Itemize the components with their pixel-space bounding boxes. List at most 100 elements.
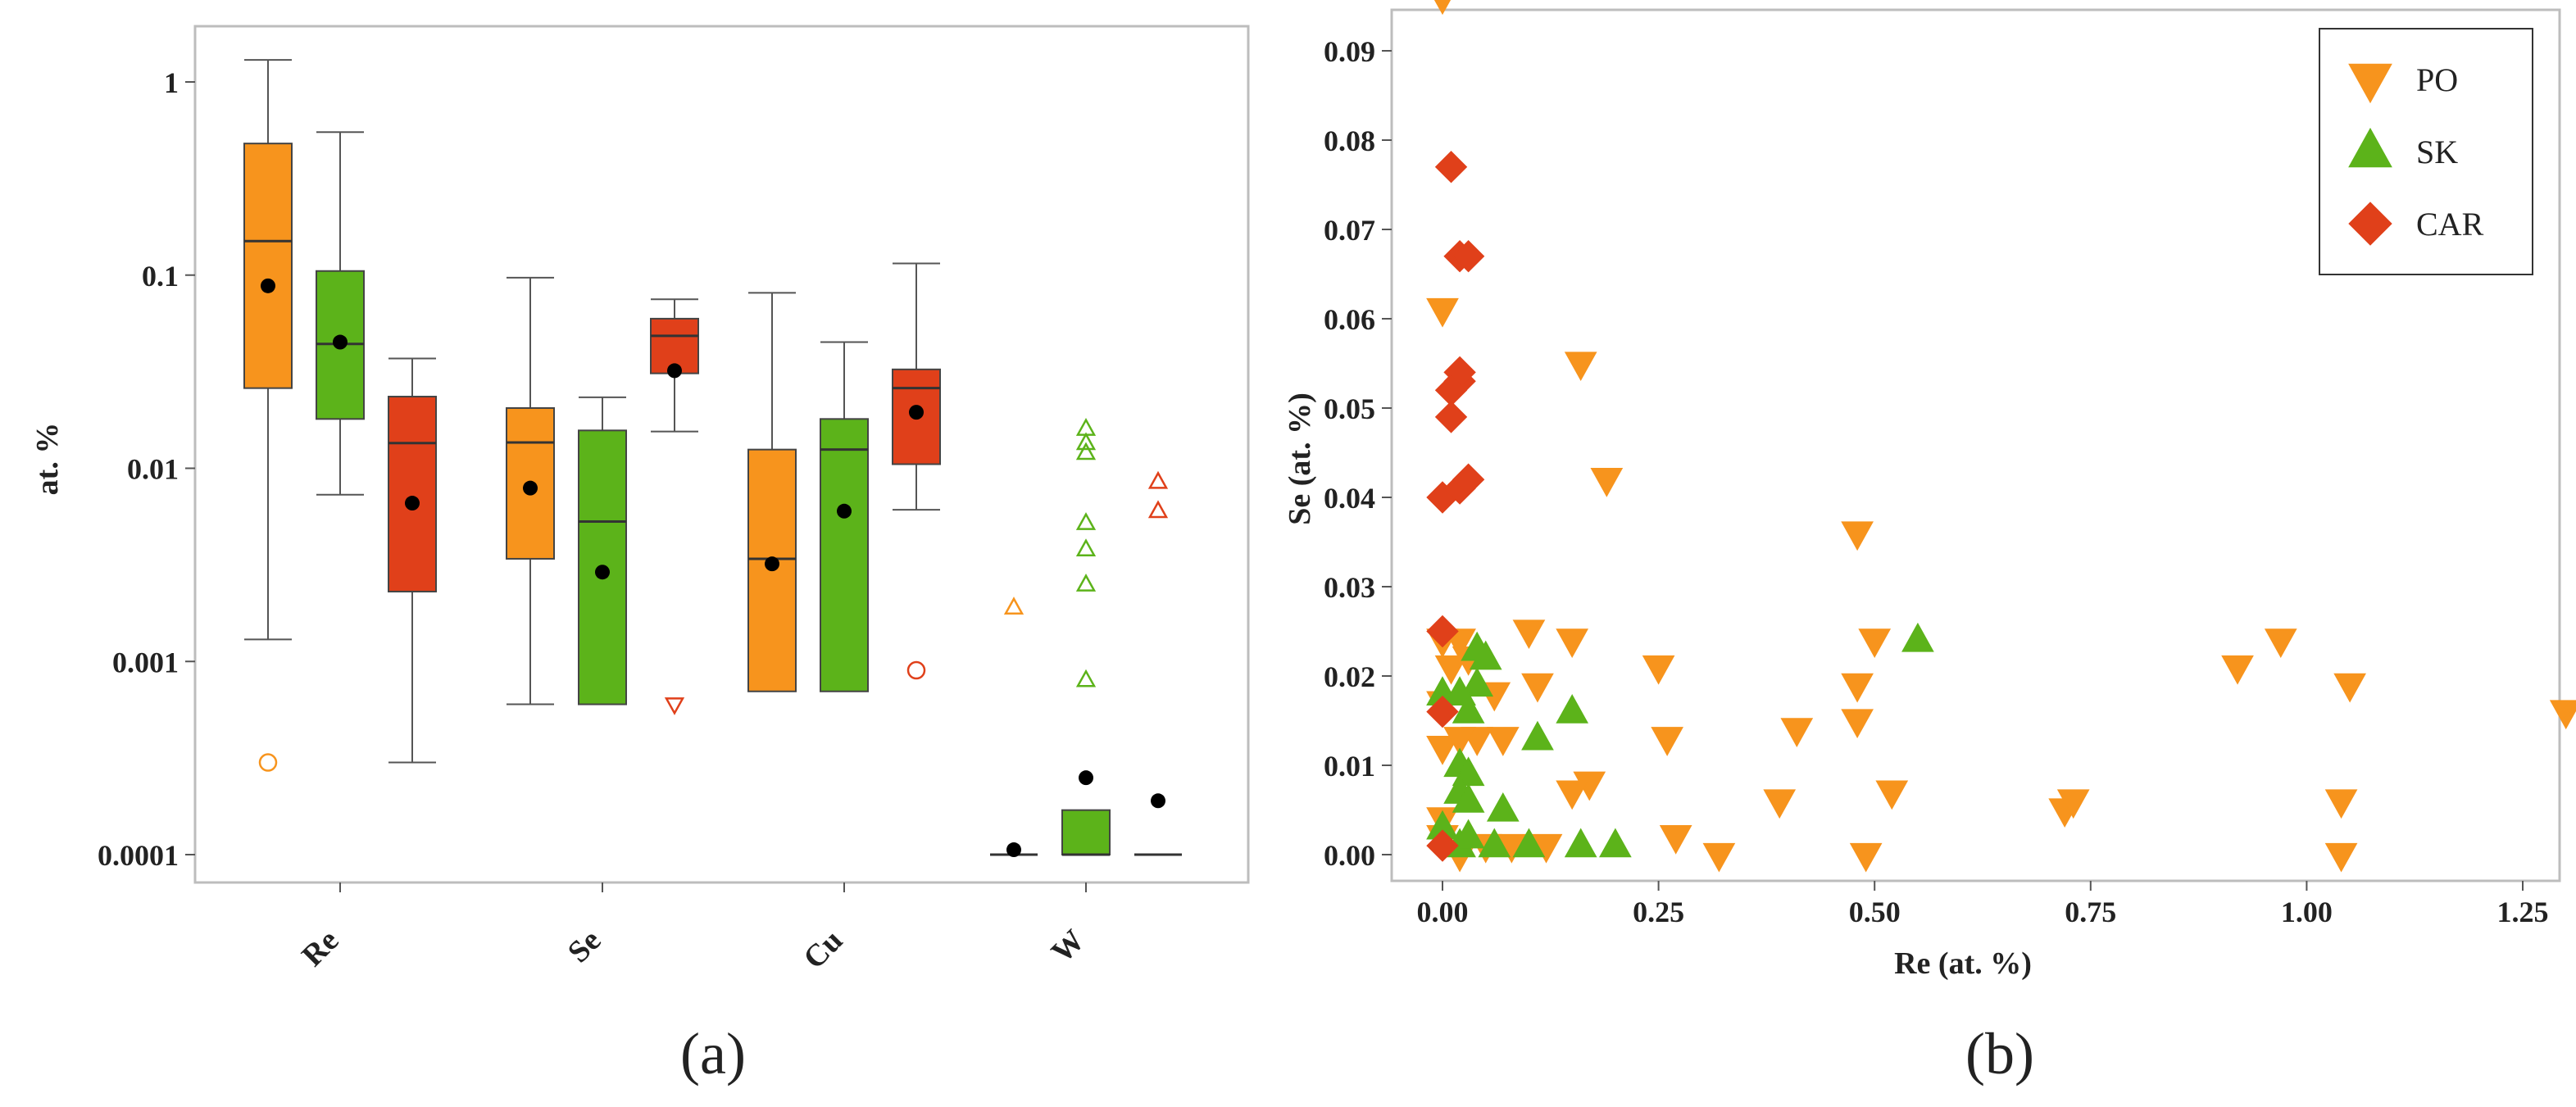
y-tick-label: 0.05	[1324, 392, 1375, 425]
point-sk	[1599, 828, 1632, 858]
y-tick-label: 0.06	[1324, 303, 1375, 336]
outlier-marker	[1147, 500, 1169, 519]
outlier-marker	[258, 753, 278, 772]
y-tick-label: 0.03	[1324, 571, 1375, 604]
x-tick-label: Se	[561, 923, 608, 970]
outlier-marker	[1075, 442, 1097, 460]
mean-dot	[667, 363, 682, 379]
point-po	[1780, 718, 1814, 747]
point-po	[1426, 297, 1459, 328]
y-tick-label: 0.08	[1324, 125, 1375, 157]
outlier-marker	[1075, 512, 1097, 530]
point-po	[2056, 789, 2090, 819]
mean-dot	[523, 480, 538, 496]
x-tick-label: 0.25	[1633, 896, 1684, 928]
legend-label-car: CAR	[2416, 206, 2484, 243]
point-car	[1426, 829, 1459, 862]
y-tick-label: 0.01	[1324, 750, 1375, 783]
outlier-marker	[906, 660, 926, 680]
point-sk	[1478, 828, 1511, 858]
outlier-marker	[1075, 432, 1097, 451]
outlier-marker	[1075, 574, 1097, 592]
outlier-marker	[1075, 669, 1097, 687]
point-po	[1556, 780, 1589, 810]
mean-dot	[837, 503, 852, 519]
box-w-sk	[1061, 809, 1111, 856]
point-po	[1564, 352, 1597, 382]
x-tick-label: 0.00	[1417, 896, 1469, 928]
outlier-marker	[1075, 418, 1097, 436]
x-tick-label: 1.25	[2497, 896, 2549, 928]
x-tick-label: Cu	[797, 923, 849, 976]
point-po	[1841, 521, 1874, 551]
mean-dot	[333, 334, 348, 350]
legend-label-po: PO	[2416, 61, 2458, 98]
y-tick-label: 0.07	[1324, 214, 1375, 247]
mean-dot	[765, 556, 779, 572]
point-po	[1590, 468, 1624, 497]
x-tick-label: 1.00	[2281, 896, 2333, 928]
point-po	[2549, 700, 2576, 730]
point-sk	[1521, 720, 1554, 751]
outlier-marker	[1075, 538, 1097, 557]
point-sk	[1469, 640, 1502, 670]
point-po	[1875, 780, 1909, 810]
point-car	[1434, 150, 1468, 184]
mean-dot	[595, 565, 610, 580]
scatter-plot: 0.00 0.01 0.02 0.03 0.04 0.05 0.06 0.07 0.08 0.09…	[1324, 0, 2576, 928]
outlier-marker	[1003, 597, 1024, 615]
mean-dot	[1151, 793, 1165, 809]
mean-dot	[1079, 770, 1093, 786]
point-sk	[1452, 694, 1485, 724]
box-re-po	[243, 143, 293, 389]
x-tick-label: W	[1045, 923, 1092, 970]
point-car	[1434, 401, 1468, 433]
box-cu-sk	[820, 418, 869, 692]
point-po	[1443, 727, 1476, 756]
point-sk	[1452, 819, 1485, 849]
outlier-marker	[664, 697, 685, 715]
y-tick-label: 1	[164, 66, 179, 99]
box-plot: 1 0.1 0.01 0.001 0.0001 Re Se Cu W	[98, 59, 1182, 976]
point-po	[1512, 619, 1546, 650]
point-car	[1452, 463, 1485, 496]
x-tick-label: 0.50	[1849, 896, 1901, 928]
point-po	[1659, 825, 1692, 855]
point-po	[1434, 655, 1468, 685]
point-po	[1841, 709, 1874, 739]
legend-marker-po	[2348, 63, 2392, 104]
y-tick-label: 0.001	[112, 646, 179, 678]
point-po	[2333, 673, 2366, 703]
point-po	[1841, 673, 1874, 703]
box-re-car	[388, 396, 437, 592]
panel-b-xlabel: Re (at. %)	[1894, 946, 2032, 981]
point-po	[1849, 842, 1883, 873]
point-sk	[1564, 828, 1597, 858]
point-po	[1486, 727, 1520, 756]
y-tick-label: 0.09	[1324, 35, 1375, 68]
point-sk	[1443, 676, 1476, 705]
x-tick-label: 0.75	[2065, 896, 2116, 928]
y-tick-label: 0.02	[1324, 660, 1375, 693]
panel-a-plot-frame	[193, 25, 1250, 884]
point-sk	[1556, 694, 1589, 724]
y-tick-label: 0.00	[1324, 839, 1375, 872]
legend-marker-sk	[2348, 127, 2392, 168]
point-sk	[1461, 667, 1494, 697]
point-po	[1858, 628, 1892, 658]
panel-a-label: (a)	[680, 1021, 746, 1087]
y-tick-label: 0.0001	[98, 839, 179, 872]
outlier-marker	[1147, 470, 1169, 489]
point-po	[1433, 0, 1452, 16]
point-sk	[1486, 792, 1520, 822]
point-car	[1426, 695, 1459, 728]
point-sk	[1512, 828, 1546, 858]
point-po	[2324, 842, 2358, 873]
point-po	[1642, 655, 1675, 685]
point-car	[1452, 239, 1485, 273]
point-sk	[1452, 783, 1485, 813]
point-po	[1556, 628, 1589, 658]
point-sk	[1901, 622, 1934, 652]
point-po	[1426, 736, 1459, 765]
